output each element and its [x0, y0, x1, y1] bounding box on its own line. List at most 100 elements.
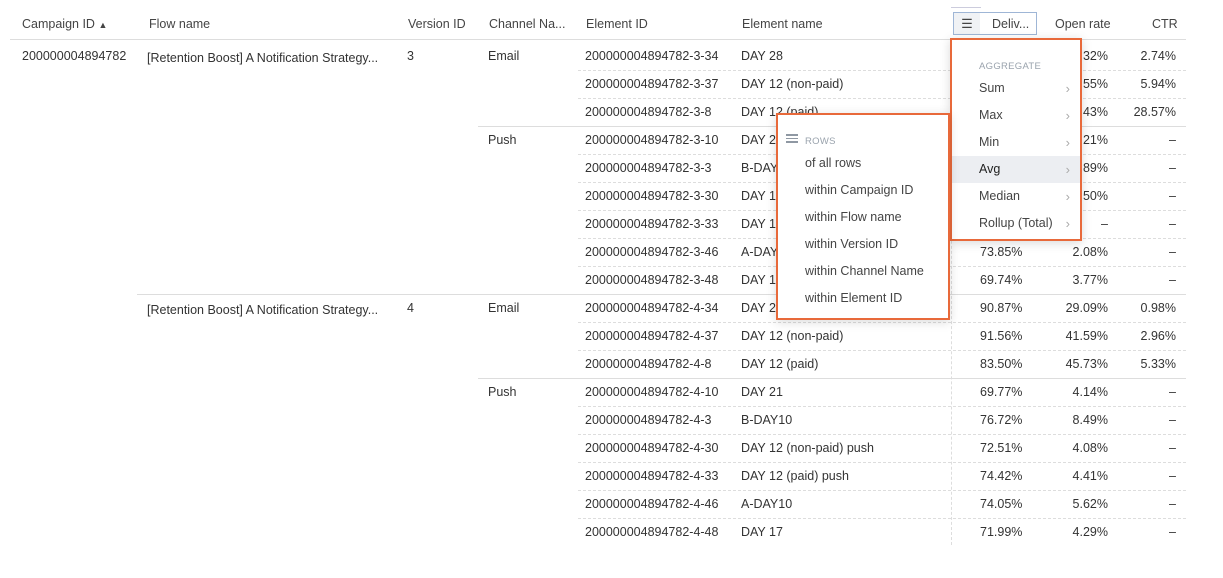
header-ctr[interactable]: CTR	[1152, 17, 1178, 31]
chevron-right-icon: ›	[1065, 108, 1070, 123]
delivered-cell: 69.77%	[980, 385, 1023, 399]
header-flow-name[interactable]: Flow name	[149, 17, 211, 31]
table-row[interactable]: 200000004894782-4-34 DAY 2 90.87% 29.09% 0.9…	[578, 294, 1186, 322]
chevron-right-icon: ›	[1065, 216, 1070, 231]
rows-item-within-element-id[interactable]: within Element ID	[805, 291, 903, 305]
element-id-cell: 200000004894782-3-46	[585, 245, 719, 259]
header-open-rate[interactable]: Open rate	[1055, 17, 1111, 31]
rows-icon	[786, 134, 798, 143]
element-name-cell: DAY 12 (non-paid)	[741, 77, 844, 91]
table-row[interactable]: 200000004894782-3-34 DAY 28 .32% 2.74%	[578, 42, 1186, 70]
open-rate-cell: 4.14%	[1072, 385, 1108, 399]
rows-item-within-channel-name[interactable]: within Channel Name	[805, 264, 924, 278]
menu-item-label: Sum	[979, 81, 1005, 95]
row-divider	[578, 350, 1186, 351]
header-version-id[interactable]: Version ID	[408, 17, 466, 31]
ctr-cell: 28.57%	[1133, 105, 1176, 119]
rows-item-within-campaign-id[interactable]: within Campaign ID	[805, 183, 914, 197]
table-row[interactable]: 200000004894782-3-10 DAY 2 .21% –	[578, 126, 1186, 154]
rows-item-within-version-id[interactable]: within Version ID	[805, 237, 899, 251]
open-rate-cell: .89%	[1079, 161, 1109, 175]
element-name-cell: DAY 12 (non-paid)	[741, 329, 844, 343]
aggregate-item-sum[interactable]: Sum ›	[952, 75, 1080, 102]
rows-item-of-all-rows[interactable]: of all rows	[805, 156, 862, 170]
aggregate-item-min[interactable]: Min ›	[952, 129, 1080, 156]
table-row[interactable]: 200000004894782-4-30 DAY 12 (non-paid) pu…	[578, 434, 1186, 462]
table-row[interactable]: 200000004894782-4-3 B-DAY10 76.72% 8.49% –	[578, 406, 1186, 434]
element-id-cell: 200000004894782-4-10	[585, 385, 719, 399]
ctr-cell: 2.96%	[1140, 329, 1176, 343]
open-rate-cell: .55%	[1079, 77, 1109, 91]
channel-name-cell: Email	[488, 301, 520, 315]
menu-item-label: Rollup (Total)	[979, 216, 1053, 230]
delivered-cell: 74.42%	[980, 469, 1023, 483]
table-row[interactable]: 200000004894782-4-8 DAY 12 (paid) 83.50% 45…	[578, 350, 1186, 378]
element-name-cell: DAY 1	[741, 189, 776, 203]
row-divider	[578, 490, 1186, 491]
group-divider	[478, 378, 1186, 379]
open-rate-cell: .50%	[1079, 189, 1109, 203]
element-id-cell: 200000004894782-4-37	[585, 329, 719, 343]
aggregate-item-max[interactable]: Max ›	[952, 102, 1080, 129]
chevron-right-icon: ›	[1065, 81, 1070, 96]
header-element-name[interactable]: Element name	[742, 17, 823, 31]
table-row[interactable]: 200000004894782-4-46 A-DAY10 74.05% 5.62% –	[578, 490, 1186, 518]
header-label: Campaign ID	[22, 17, 95, 31]
element-id-cell: 200000004894782-3-8	[585, 105, 712, 119]
table-row[interactable]: 200000004894782-3-3 B-DAY .89% –	[578, 154, 1186, 182]
table-row[interactable]: 200000004894782-4-33 DAY 12 (paid) push 74…	[578, 462, 1186, 490]
element-id-cell: 200000004894782-3-33	[585, 217, 719, 231]
aggregate-item-avg[interactable]: Avg ›	[952, 156, 1080, 183]
element-id-cell: 200000004894782-3-37	[585, 77, 719, 91]
ctr-cell: 2.74%	[1140, 49, 1176, 63]
rows-submenu: ROWS of all rows within Campaign ID within…	[776, 113, 950, 320]
element-id-cell: 200000004894782-3-48	[585, 273, 719, 287]
element-id-cell: 200000004894782-3-30	[585, 189, 719, 203]
row-divider	[578, 406, 1186, 407]
open-rate-cell: 4.41%	[1072, 469, 1108, 483]
open-rate-cell: –	[1101, 217, 1108, 231]
menu-item-label: Min	[979, 135, 1000, 149]
column-resize-indicator	[951, 7, 981, 8]
aggregate-section-label: AGGREGATE	[979, 61, 1042, 72]
element-id-cell: 200000004894782-4-48	[585, 525, 719, 539]
header-campaign-id[interactable]: Campaign ID ▲	[22, 17, 107, 31]
chevron-right-icon: ›	[1065, 189, 1070, 204]
table-row[interactable]: 200000004894782-3-30 DAY 1 .50% –	[578, 182, 1186, 210]
delivered-cell: 90.87%	[980, 301, 1023, 315]
row-divider	[578, 462, 1186, 463]
table-row[interactable]: 200000004894782-4-37 DAY 12 (non-paid) 91.…	[578, 322, 1186, 350]
table-row[interactable]: 200000004894782-4-48 DAY 17 71.99% 4.29% –	[578, 518, 1186, 546]
delivered-cell: 71.99%	[980, 525, 1023, 539]
menu-item-label: Median	[979, 189, 1020, 203]
version-id-cell: 3	[407, 49, 414, 63]
ctr-cell: –	[1169, 273, 1176, 287]
menu-icon[interactable]: ☰	[954, 13, 980, 34]
aggregate-item-rollup-total[interactable]: Rollup (Total) ›	[952, 210, 1080, 237]
table-row[interactable]: 200000004894782-3-33 DAY 1 – –	[578, 210, 1186, 238]
aggregate-item-median[interactable]: Median ›	[952, 183, 1080, 210]
channel-name-cell: Email	[488, 49, 520, 63]
element-name-cell: DAY 12 (non-paid) push	[741, 441, 874, 455]
element-name-cell: DAY 2	[741, 133, 776, 147]
table-row[interactable]: 200000004894782-3-46 A-DAY 73.85% 2.08% –	[578, 238, 1186, 266]
table-row[interactable]: 200000004894782-4-10 DAY 21 69.77% 4.14% –	[578, 378, 1186, 406]
ctr-cell: –	[1169, 441, 1176, 455]
header-channel-name[interactable]: Channel Na...	[489, 17, 566, 31]
delivered-column-header-button[interactable]: ☰ Deliv...	[953, 12, 1037, 35]
table-row[interactable]: 200000004894782-3-48 DAY 1 69.74% 3.77% –	[578, 266, 1186, 294]
group-divider	[137, 294, 1186, 295]
header-element-id[interactable]: Element ID	[586, 17, 648, 31]
aggregate-menu: AGGREGATE Sum › Max › Min › Avg › Median › Rollup …	[950, 38, 1082, 241]
ctr-cell: 0.98%	[1140, 301, 1176, 315]
element-name-cell: A-DAY	[741, 245, 779, 259]
rows-item-within-flow-name[interactable]: within Flow name	[805, 210, 902, 224]
row-divider	[578, 434, 1186, 435]
ctr-cell: –	[1169, 189, 1176, 203]
delivered-cell: 91.56%	[980, 329, 1023, 343]
element-name-cell: DAY 2	[741, 301, 776, 315]
menu-item-label: Avg	[979, 162, 1001, 176]
element-id-cell: 200000004894782-3-3	[585, 161, 712, 175]
table-row[interactable]: 200000004894782-3-37 DAY 12 (non-paid) .55…	[578, 70, 1186, 98]
open-rate-cell: 4.29%	[1072, 525, 1108, 539]
